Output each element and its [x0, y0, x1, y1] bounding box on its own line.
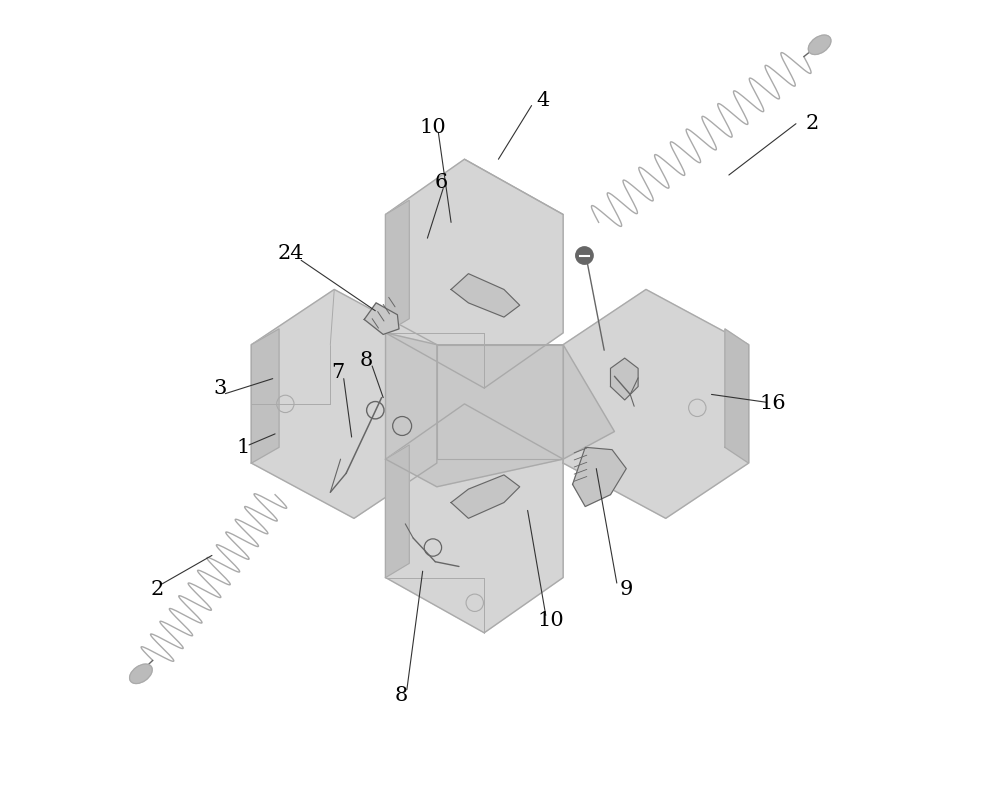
Text: 8: 8	[395, 687, 408, 706]
Polygon shape	[573, 447, 626, 507]
Text: 9: 9	[620, 580, 633, 599]
Polygon shape	[251, 329, 279, 463]
Text: 2: 2	[150, 580, 163, 599]
Polygon shape	[386, 445, 409, 577]
Polygon shape	[364, 303, 399, 334]
Text: 7: 7	[332, 363, 345, 382]
Polygon shape	[610, 358, 638, 400]
Polygon shape	[386, 404, 563, 633]
Polygon shape	[386, 200, 409, 333]
Text: 1: 1	[237, 438, 250, 457]
Text: 8: 8	[359, 351, 372, 370]
Text: 24: 24	[278, 245, 304, 264]
Text: 6: 6	[434, 173, 447, 192]
Polygon shape	[451, 475, 520, 518]
Text: 10: 10	[538, 611, 565, 630]
Text: 4: 4	[537, 90, 550, 109]
Polygon shape	[563, 289, 749, 518]
Polygon shape	[386, 159, 563, 388]
Text: 16: 16	[759, 394, 786, 413]
Ellipse shape	[808, 35, 831, 55]
Ellipse shape	[130, 664, 152, 683]
Circle shape	[576, 247, 593, 265]
Polygon shape	[451, 274, 520, 317]
Polygon shape	[725, 329, 749, 463]
Text: 3: 3	[213, 379, 227, 398]
Text: 10: 10	[420, 118, 446, 137]
Polygon shape	[386, 333, 614, 487]
Polygon shape	[251, 289, 437, 518]
Text: 2: 2	[805, 114, 818, 133]
